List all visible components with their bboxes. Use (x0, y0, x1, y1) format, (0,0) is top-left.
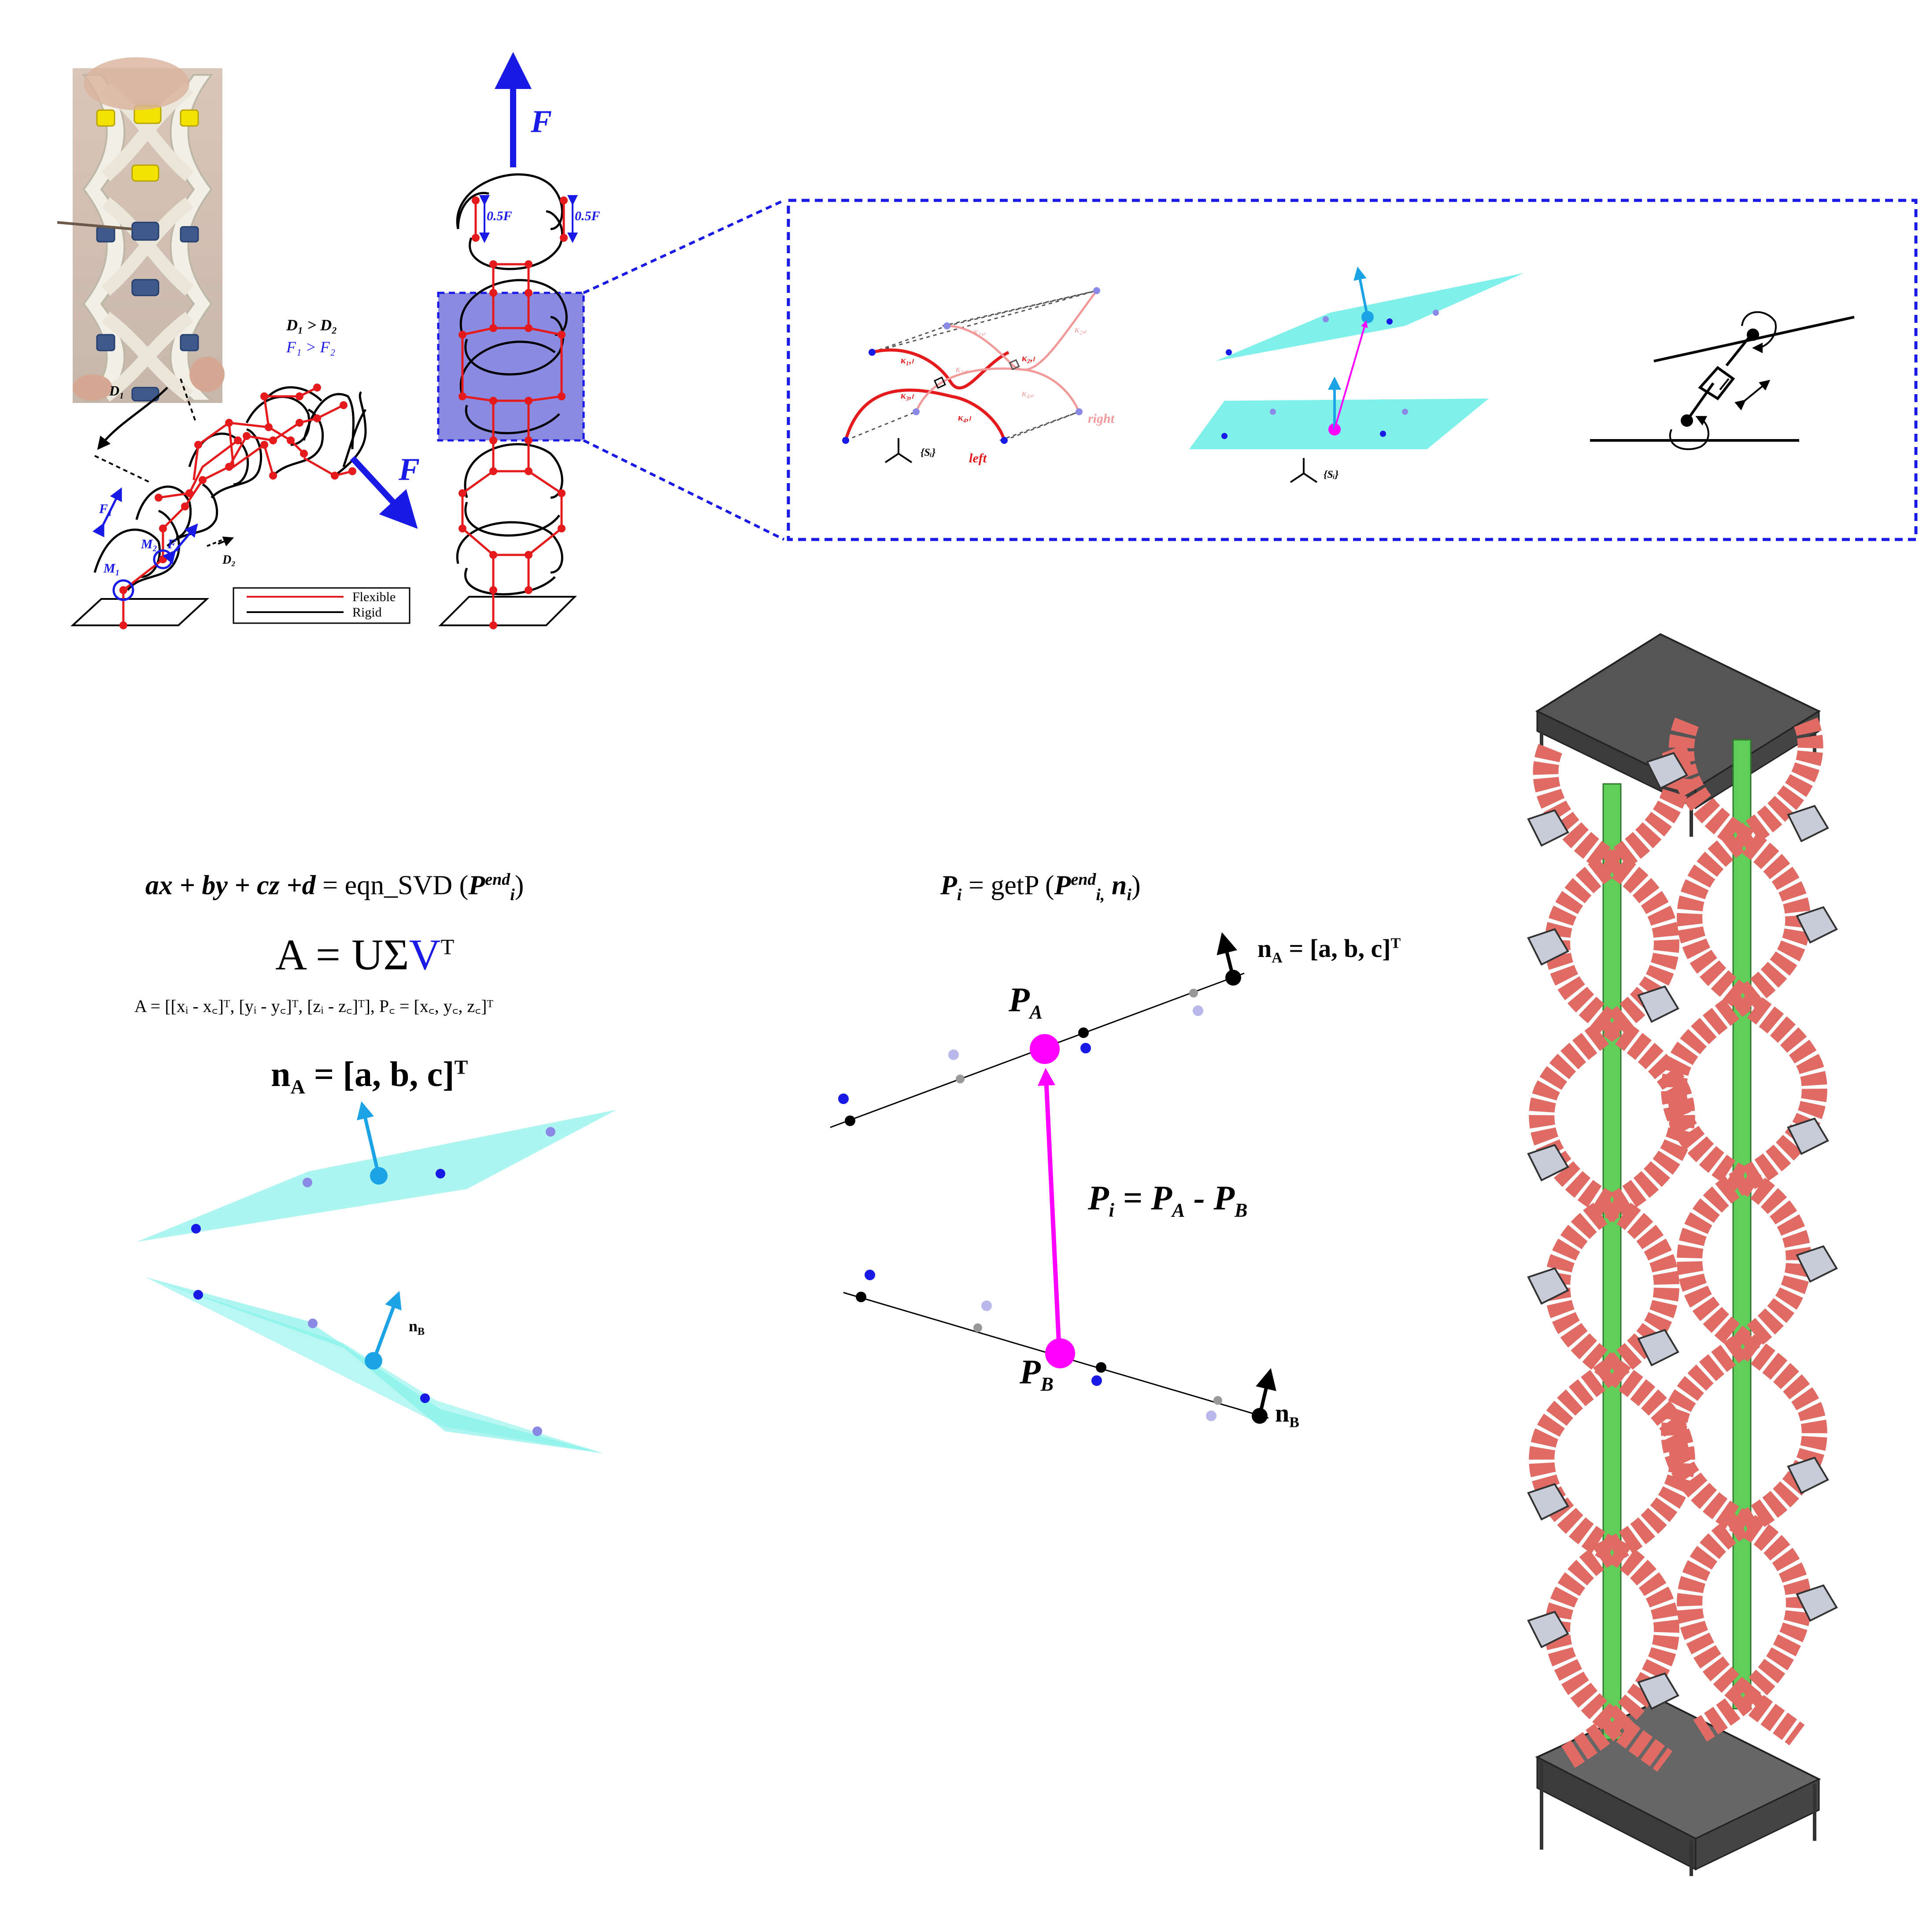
right-label: right (1088, 411, 1115, 426)
plane-eq-sup: end (485, 870, 510, 889)
pi-b: B (1234, 1199, 1248, 1221)
na-label-center: nA = [a, b, c]T (1257, 934, 1401, 967)
plane-eq-sub: i (510, 886, 515, 905)
na-label-left: nA = [a, b, c]T (271, 1055, 468, 1098)
pi-difference-equation: Pi = PA - PB (1088, 1178, 1247, 1222)
getp-n: n (1105, 870, 1127, 901)
getp-p: P (1054, 870, 1071, 901)
f1-label: F₁ (99, 502, 112, 516)
d2-label: D₂ (222, 553, 236, 567)
plane-eq-rhs: = eqn_SVD ( (315, 870, 469, 901)
na-center-n: n (1257, 934, 1272, 963)
pi-sub: i (1109, 1199, 1114, 1221)
f2-label: F₂ (167, 537, 181, 551)
pa-sub: A (1029, 1001, 1043, 1023)
half-force-left: 0.5F (487, 209, 512, 223)
zoom-joint-panel (1590, 311, 1855, 450)
na-center-sub: A (1272, 949, 1283, 966)
half-force-right: 0.5F (575, 209, 600, 223)
getp-n-sub: i (1127, 886, 1131, 905)
k3r-label: κ₃,ᵣ (956, 363, 969, 374)
k31-label: κ₃,ₗ (901, 390, 914, 401)
getp-lhs-p: P (940, 870, 957, 901)
cad-model (1527, 633, 1838, 1876)
k1r-label: κ₁,ᵣ (973, 326, 986, 337)
k41-label: κ₄,ₗ (958, 412, 972, 423)
plane-eq-lhs: ax + by + cz +d (145, 870, 316, 901)
getp-sup: end (1071, 870, 1096, 889)
na-center-rest: = [a, b, c] (1282, 934, 1391, 963)
na-left-sup: T (454, 1056, 468, 1079)
cond-f-text: F₁ > F₂ (286, 338, 335, 356)
nb-center-sub: B (1289, 1414, 1299, 1431)
getp-lhs-sub: i (957, 886, 962, 905)
pi-construction (830, 932, 1276, 1424)
k21-label: κ₂,ₗ (1022, 352, 1035, 363)
legend (233, 587, 410, 624)
m2-label: M₂ (140, 537, 157, 551)
k2r-label: κ₂,ᵣ (1075, 324, 1087, 335)
pi-p: P (1088, 1178, 1109, 1217)
pb-sub: B (1040, 1373, 1054, 1395)
pa-label: PA (1009, 980, 1043, 1023)
nb-center-n: n (1275, 1399, 1290, 1427)
na-left-rest: = [a, b, c] (305, 1055, 455, 1094)
pi-mid: = P (1114, 1178, 1172, 1217)
plane-equation: ax + by + cz +d = eqn_SVD (Pendi) (145, 870, 524, 905)
na-center-sup: T (1390, 935, 1401, 952)
plane-eq-p: P (468, 870, 485, 901)
bent-force-label: F (398, 452, 420, 487)
getp-close: ) (1131, 870, 1141, 901)
vertical-force-label: F (530, 104, 552, 139)
pb-label: PB (1020, 1352, 1054, 1396)
frame-label-2: {Sᵢ} (1324, 469, 1339, 480)
svd-lhs: A = UΣ (275, 930, 409, 979)
m1-label: M₁ (103, 561, 120, 576)
getp-mid: = getP ( (961, 870, 1054, 901)
svd-planes (137, 1101, 617, 1453)
svd-definitions: A = [[xᵢ - x꜀]ᵀ, [yᵢ - y꜀]ᵀ, [zᵢ - z꜀]ᵀ]… (134, 996, 493, 1016)
zoom-plane-panel (1189, 266, 1524, 483)
zoom-curvature-panel (842, 287, 1100, 463)
left-label: left (969, 451, 987, 465)
pi-minus: - P (1185, 1178, 1235, 1217)
vertical-schematic (437, 52, 785, 629)
nb-label-left: nB (409, 1317, 425, 1338)
plane-eq-close: ) (514, 870, 524, 901)
svd-equation: A = UΣVT (275, 929, 454, 980)
getp-sub: i, (1096, 886, 1105, 905)
prototype-photo (57, 57, 225, 403)
frame-label: {Sᵢ} (921, 447, 936, 458)
pa-p: P (1009, 980, 1030, 1019)
nb-left-sub: B (418, 1326, 425, 1338)
pb-p: P (1020, 1352, 1041, 1391)
na-left-n: n (271, 1055, 291, 1094)
bent-schematic (70, 378, 418, 629)
na-left-sub: A (290, 1075, 305, 1098)
getp-equation: Pi = getP (Pendi, ni) (940, 870, 1141, 905)
pi-a: A (1172, 1199, 1185, 1221)
zoom-box (787, 199, 1918, 541)
nb-label-center: nB (1275, 1398, 1299, 1431)
photo-d1-label: D₁ (109, 383, 124, 399)
k11-label: κ₁,ₗ (901, 355, 914, 366)
svd-v: V (409, 930, 441, 979)
nb-left-n: n (409, 1317, 418, 1335)
k4r-label: κ₄,ᵣ (1022, 388, 1035, 399)
svd-t: T (440, 934, 455, 959)
legend-rigid: Rigid (352, 605, 382, 620)
cond-d-text: D₁ > D₂ (286, 316, 337, 334)
legend-flexible: Flexible (352, 590, 396, 604)
